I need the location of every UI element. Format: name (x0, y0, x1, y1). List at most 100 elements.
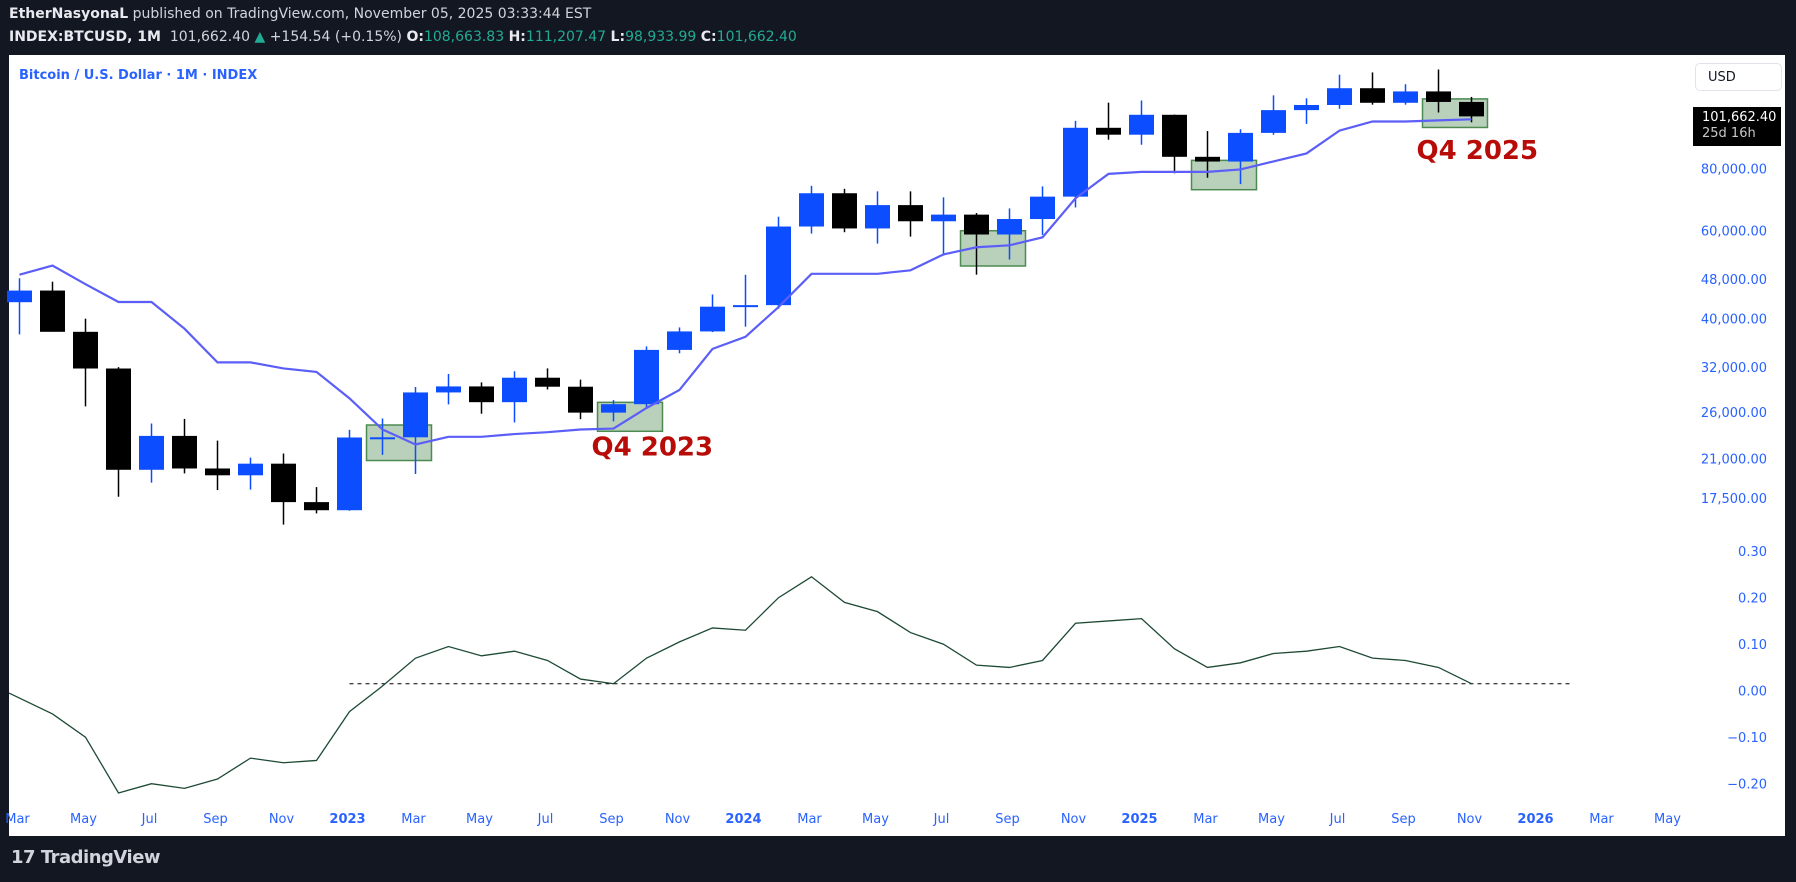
close-label: C: (700, 29, 717, 45)
candle-body (733, 305, 758, 308)
candle-body (1426, 91, 1451, 102)
tradingview-logo[interactable]: 𝟭𝟳 TradingView (11, 847, 161, 868)
candle-body (1261, 110, 1286, 133)
candle-body (667, 331, 692, 350)
candle-body (931, 214, 956, 222)
candle-body (172, 435, 197, 469)
price-axis-tick: 17,500.00 (1701, 492, 1767, 507)
moving-average-line (19, 118, 1472, 446)
chart-panel[interactable] (9, 55, 1785, 836)
candle-body (73, 331, 98, 369)
candle-body (469, 386, 494, 403)
candle-body (865, 205, 890, 229)
time-axis-tick: May (1258, 812, 1285, 827)
high-label: H: (508, 29, 526, 45)
candle-body (238, 463, 263, 476)
candle-body (535, 377, 560, 387)
candle-body (1393, 91, 1418, 103)
time-axis-tick: Mar (1589, 812, 1614, 827)
tradingview-logo-icon: 𝟭𝟳 (11, 847, 36, 868)
time-axis-tick: Jul (933, 812, 950, 827)
low-label: L: (610, 29, 626, 45)
time-axis-tick: Mar (5, 812, 30, 827)
time-axis-tick: Nov (665, 812, 691, 827)
price-axis-tick: 60,000.00 (1701, 225, 1767, 240)
candle-body (568, 386, 593, 413)
candle-body (964, 214, 989, 235)
currency-button[interactable]: USD (1695, 63, 1782, 91)
candle-body (1063, 127, 1088, 197)
candle-body (799, 193, 824, 227)
oscillator-axis-tick: 0.20 (1738, 592, 1767, 607)
candle-body (106, 368, 131, 470)
tradingview-logo-text: TradingView (40, 847, 161, 868)
time-axis-tick: Jul (141, 812, 158, 827)
time-axis-tick: May (1654, 812, 1681, 827)
candle-body (601, 404, 626, 413)
price-axis-tick: 80,000.00 (1701, 162, 1767, 177)
time-axis-tick: Sep (203, 812, 228, 827)
candle-body (1129, 114, 1154, 135)
last-price: 101,662.40 (169, 29, 251, 45)
candle-body (700, 306, 725, 332)
time-axis-tick: Nov (269, 812, 295, 827)
candle-body (766, 226, 791, 306)
candle-body (832, 193, 857, 229)
symbol-info: INDEX:BTCUSD, 1M 101,662.40 ▲ +154.54 (+… (9, 29, 797, 45)
candle-body (1327, 88, 1352, 106)
chart-title: Bitcoin / U.S. Dollar · 1M · INDEX (19, 68, 258, 83)
close-value: 101,662.40 (716, 29, 797, 45)
candle-body (370, 437, 395, 440)
candle-body (502, 377, 527, 403)
candle-body (898, 205, 923, 222)
publish-text: published on TradingView.com, November 0… (132, 6, 592, 22)
time-axis-tick: 2023 (329, 812, 365, 827)
low-value: 98,933.99 (625, 29, 697, 45)
oscillator-axis-tick: −0.10 (1727, 731, 1767, 746)
bar-countdown: 25d 16h (1702, 126, 1756, 141)
publish-info: EtherNasyonaL published on TradingView.c… (9, 6, 591, 22)
highlight-box (1190, 159, 1258, 191)
highlight-box (959, 229, 1027, 267)
candle-body (40, 290, 65, 332)
price-change: +154.54 (+0.15%) (269, 29, 402, 45)
oscillator-axis-tick: 0.00 (1738, 685, 1767, 700)
time-axis-tick: Mar (1193, 812, 1218, 827)
candle-body (337, 437, 362, 511)
time-axis-tick: 2026 (1517, 812, 1553, 827)
annotation-label: Q4 2025 (1417, 136, 1539, 166)
annotation-label: Q4 2023 (592, 432, 714, 462)
price-axis-tick: 48,000.00 (1701, 273, 1767, 288)
candle-body (634, 349, 659, 405)
time-axis-tick: Jul (537, 812, 554, 827)
candle-body (1294, 105, 1319, 111)
oscillator-axis-tick: 0.10 (1738, 638, 1767, 653)
price-axis-tick: 21,000.00 (1701, 452, 1767, 467)
candle-body (271, 463, 296, 503)
candle-body (304, 502, 329, 511)
price-axis-tick: 40,000.00 (1701, 313, 1767, 328)
candle-body (205, 468, 230, 476)
time-axis-tick: Nov (1061, 812, 1087, 827)
candle-body (1030, 196, 1055, 220)
time-axis-tick: Sep (995, 812, 1020, 827)
current-price-tag: 101,662.40 25d 16h (1693, 107, 1781, 146)
price-axis-tick: 32,000.00 (1701, 361, 1767, 376)
time-axis-tick: Sep (1391, 812, 1416, 827)
candle-body (403, 392, 428, 438)
time-axis-tick: Mar (401, 812, 426, 827)
up-triangle-icon: ▲ (254, 29, 266, 45)
oscillator-line (8, 575, 1472, 794)
candle-body (1096, 127, 1121, 135)
candle-body (7, 290, 32, 303)
time-axis-tick: May (466, 812, 493, 827)
candle-body (1195, 156, 1220, 162)
oscillator-axis-tick: 0.30 (1738, 545, 1767, 560)
author-name[interactable]: EtherNasyonaL (9, 6, 129, 22)
time-axis-tick: Sep (599, 812, 624, 827)
current-price: 101,662.40 (1702, 110, 1777, 125)
time-axis-tick: Mar (797, 812, 822, 827)
candle-body (1459, 101, 1484, 117)
oscillator-axis-tick: −0.20 (1727, 778, 1767, 793)
